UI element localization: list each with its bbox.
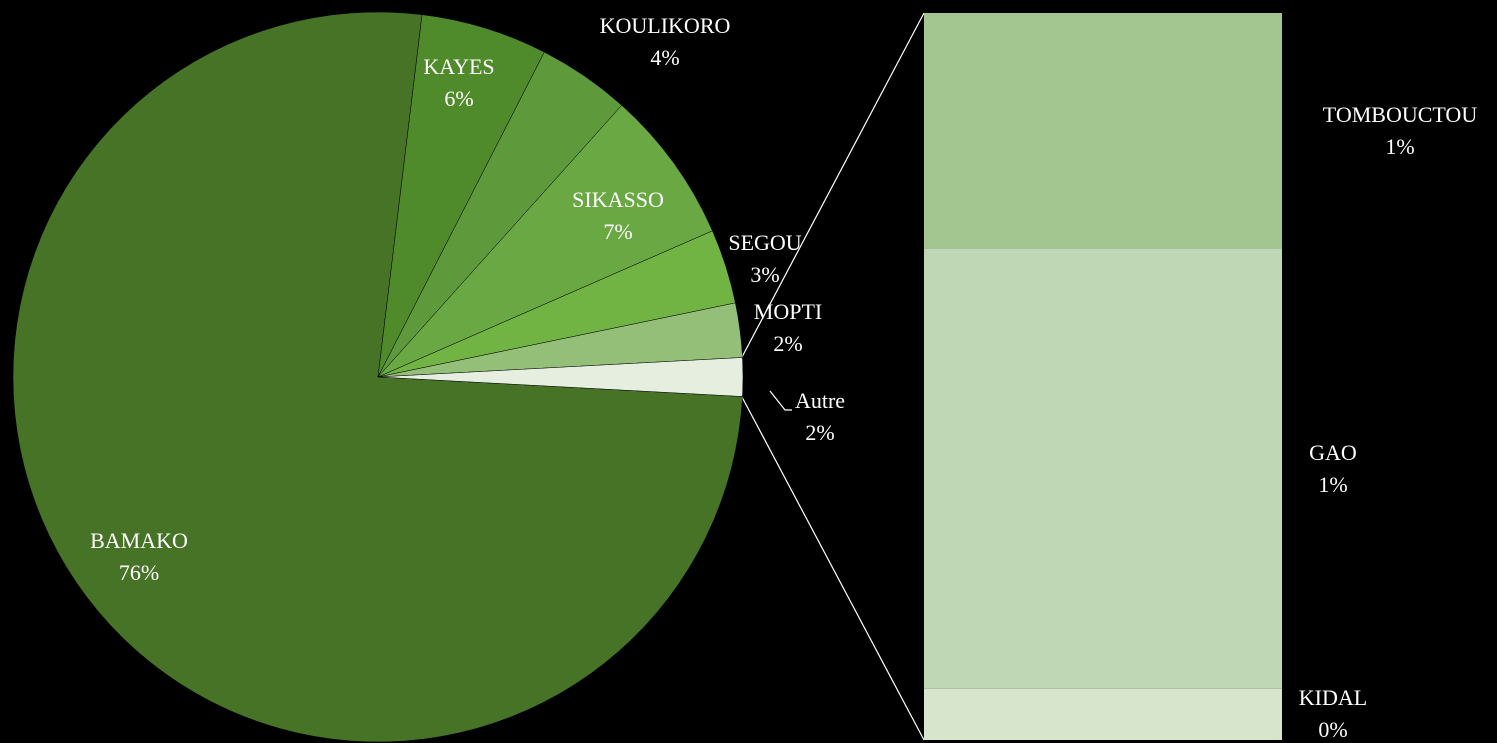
slice-value-label: 6% <box>444 86 473 111</box>
bar-value-label: 0% <box>1318 717 1347 742</box>
pie-slice <box>377 357 744 397</box>
bar-segment <box>924 13 1282 249</box>
bar-segment <box>924 688 1282 740</box>
slice-value-label: 3% <box>750 262 779 287</box>
pie-slice <box>12 11 743 743</box>
bar-label: TOMBOUCTOU <box>1323 102 1478 127</box>
slice-value-label: 2% <box>773 331 802 356</box>
slice-label: KAYES <box>423 54 494 79</box>
bar-segment <box>924 248 1282 689</box>
bar-value-label: 1% <box>1318 472 1347 497</box>
slice-label: SIKASSO <box>572 187 664 212</box>
bar-label: GAO <box>1309 440 1357 465</box>
slice-value-label: 2% <box>805 420 834 445</box>
pie-slice <box>377 14 545 378</box>
leader-line <box>769 390 792 411</box>
bar-label: KIDAL <box>1299 685 1367 710</box>
slice-label: BAMAKO <box>90 528 188 553</box>
pie <box>12 11 744 743</box>
connector-line <box>741 396 925 741</box>
pie-slice <box>377 104 713 378</box>
slice-label: SEGOU <box>728 230 801 255</box>
slice-label: MOPTI <box>754 299 822 324</box>
slice-value-label: 4% <box>650 45 679 70</box>
slice-label: Autre <box>795 388 845 413</box>
slice-label: KOULIKORO <box>600 13 731 38</box>
slice-value-label: 7% <box>603 219 632 244</box>
connector-line <box>741 12 925 358</box>
slice-value-label: 76% <box>119 560 159 585</box>
bar-value-label: 1% <box>1385 134 1414 159</box>
